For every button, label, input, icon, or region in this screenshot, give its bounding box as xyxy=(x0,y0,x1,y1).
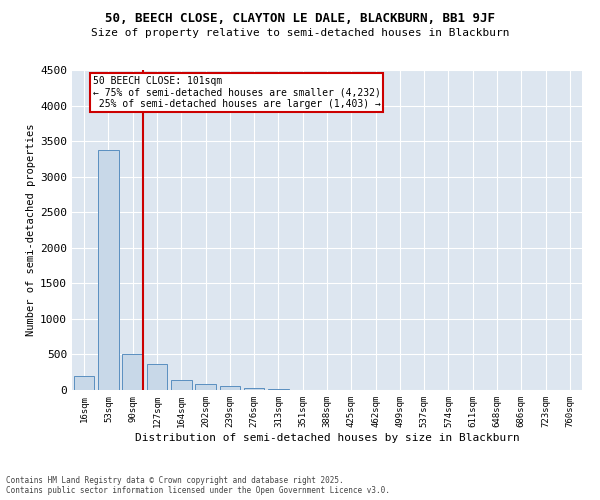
Bar xyxy=(98,150,119,390)
Text: Size of property relative to semi-detached houses in Blackburn: Size of property relative to semi-detach… xyxy=(91,28,509,38)
Text: 50 BEECH CLOSE: 101sqm
← 75% of semi-detached houses are smaller (4,232)
 25% of: 50 BEECH CLOSE: 101sqm ← 75% of semi-det… xyxy=(92,76,380,109)
Bar xyxy=(122,354,143,390)
Bar xyxy=(146,364,167,390)
Bar xyxy=(268,389,289,390)
Text: 50, BEECH CLOSE, CLAYTON LE DALE, BLACKBURN, BB1 9JF: 50, BEECH CLOSE, CLAYTON LE DALE, BLACKB… xyxy=(105,12,495,26)
Bar xyxy=(244,388,265,390)
Bar xyxy=(195,384,216,390)
Bar xyxy=(74,376,94,390)
X-axis label: Distribution of semi-detached houses by size in Blackburn: Distribution of semi-detached houses by … xyxy=(134,432,520,442)
Text: Contains HM Land Registry data © Crown copyright and database right 2025.
Contai: Contains HM Land Registry data © Crown c… xyxy=(6,476,390,495)
Bar xyxy=(220,386,240,390)
Y-axis label: Number of semi-detached properties: Number of semi-detached properties xyxy=(26,124,36,336)
Bar xyxy=(171,380,191,390)
